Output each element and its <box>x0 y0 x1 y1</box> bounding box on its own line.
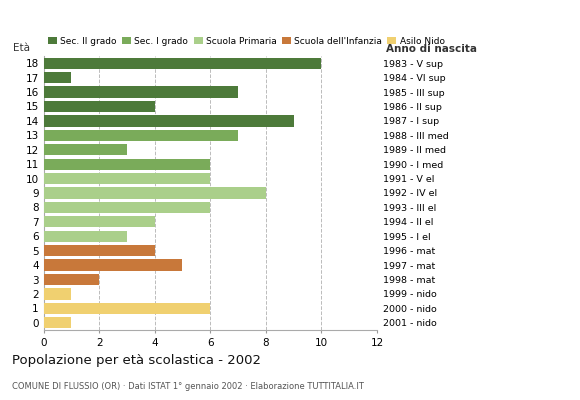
Bar <box>44 130 238 141</box>
Legend: Sec. II grado, Sec. I grado, Scuola Primaria, Scuola dell'Infanzia, Asilo Nido: Sec. II grado, Sec. I grado, Scuola Prim… <box>48 37 445 46</box>
Text: Anno di nascita: Anno di nascita <box>386 44 477 54</box>
Bar <box>44 202 210 213</box>
Bar <box>44 58 321 69</box>
Bar <box>44 260 183 271</box>
Bar <box>44 231 127 242</box>
Bar <box>44 187 266 199</box>
Text: Popolazione per età scolastica - 2002: Popolazione per età scolastica - 2002 <box>12 354 260 367</box>
Text: COMUNE DI FLUSSIO (OR) · Dati ISTAT 1° gennaio 2002 · Elaborazione TUTTITALIA.IT: COMUNE DI FLUSSIO (OR) · Dati ISTAT 1° g… <box>12 382 364 391</box>
Bar <box>44 303 210 314</box>
Bar <box>44 115 293 126</box>
Bar <box>44 72 71 83</box>
Bar <box>44 86 238 98</box>
Bar <box>44 144 127 155</box>
Text: Età: Età <box>13 43 31 53</box>
Bar <box>44 101 155 112</box>
Bar <box>44 245 155 256</box>
Bar <box>44 274 99 285</box>
Bar <box>44 317 71 328</box>
Bar <box>44 158 210 170</box>
Bar <box>44 173 210 184</box>
Bar <box>44 216 155 228</box>
Bar <box>44 288 71 300</box>
